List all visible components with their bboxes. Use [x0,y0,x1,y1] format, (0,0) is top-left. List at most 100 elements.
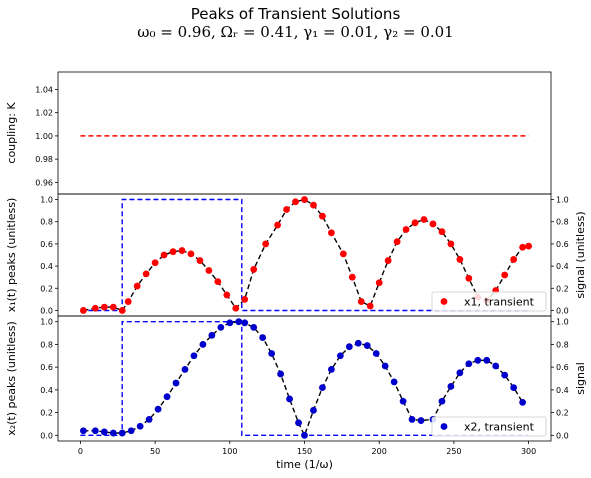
x2-ytick-right-label: 0.4 [556,386,569,395]
x2-ytick-right-label: 0.2 [556,409,569,418]
x1-ytick-label: 0.8 [40,218,53,227]
xtick-label: 250 [446,447,461,456]
chart-title: Peaks of Transient Solutions [190,5,401,23]
x2-ytick-right-label: 0.8 [556,340,569,349]
x2-ytick-right-label: 0.0 [556,431,569,440]
x2-point [190,352,198,360]
x1-point [420,216,428,223]
x2-point [217,323,225,331]
x2-point [510,384,518,391]
x2-point [259,334,267,341]
x2-point [345,343,353,351]
x1-point [133,282,141,290]
x1-point [124,298,132,305]
x1-point [142,270,150,278]
x1-point [375,279,383,287]
x1-signal-line [80,198,529,312]
x2-point [127,427,135,435]
x1-point [262,240,270,248]
x2-point [91,427,99,435]
x1-point [151,259,159,267]
coupling-ylabel: coupling: K [5,102,18,164]
chart-subtitle: ω₀ = 0.96, Ωᵣ = 0.41, γ₁ = 0.01, γ₂ = 0.… [137,23,454,41]
x2-point [268,350,276,357]
x1-ytick-right-label: 0.6 [556,240,569,249]
x2-point [456,369,464,377]
x2-point [100,428,108,436]
x2-point [327,366,335,373]
x2-ytick-label: 0.4 [40,386,53,395]
coupling-ytick-label: 1.00 [35,132,53,141]
x2-point [310,406,317,414]
x1-point [519,243,527,251]
x2-point [163,393,171,401]
x2-point [438,397,446,405]
x1-point [310,201,317,209]
x2-point [118,429,126,437]
x2-point [241,319,249,327]
x1-point [283,206,290,213]
x1-point [465,274,473,282]
x1-point [91,304,99,312]
x1-legend-marker [440,298,448,305]
coupling-axes-frame [57,71,552,195]
x1-ytick-right-label: 1.0 [556,196,569,205]
xtick-label: 0 [78,447,83,456]
x1-point [402,226,410,233]
x2-point [319,384,326,391]
x1-ytick-right-label: 0.4 [556,262,569,271]
x1-point [357,298,365,305]
x1-point [447,240,455,248]
x1-point [393,238,401,246]
x1-point [411,219,419,227]
x2-ylabel: x₂(t) peaks (unitless) [5,321,18,436]
x2-point [336,352,344,360]
x2-point [109,429,117,437]
x1-point [241,295,249,303]
x2-ytick-right-label: 1.0 [556,318,569,327]
x2-point [465,360,473,368]
x2-point [390,378,398,386]
x1-point [79,307,87,314]
x2-point [181,366,189,373]
x1-point [178,247,186,254]
x2-point [372,350,380,357]
x2-ytick-label: 0.2 [40,409,53,418]
x1-ytick-label: 0.6 [40,240,53,249]
x1-point [169,248,177,256]
x1-point [160,251,168,259]
x2-point [136,422,144,430]
xtick-label: 50 [150,447,160,456]
x2-point [447,383,455,390]
x1-point [456,256,464,263]
x1-ylabel-right: signal (unitless) [574,211,587,298]
x2-point [301,431,308,439]
x1-point [501,271,509,279]
x2-point [363,342,371,349]
x1-point [196,257,204,264]
xtick-label: 300 [521,447,536,456]
x1-point [223,291,231,299]
x2-point [399,397,407,405]
x1-point [205,267,213,274]
x1-point [100,303,108,311]
x1-point [348,273,356,281]
x2-point [172,379,180,387]
x2-point [381,362,389,370]
x2-ylabel-right: signal [574,362,587,395]
x1-point [384,257,392,264]
x1-ytick-right-label: 0.0 [556,306,569,315]
x1-point [109,303,117,311]
coupling-ytick-label: 1.04 [35,85,53,94]
x1-point [327,229,335,237]
x2-point [417,417,425,424]
x1-ytick-label: 0.2 [40,284,53,293]
x1-point [187,250,195,258]
x2-legend-marker [440,423,448,430]
x1-point [274,221,282,229]
xtick-label: 150 [297,447,312,456]
x2-point [519,398,527,406]
x2-point [235,318,243,326]
x2-point [199,341,207,348]
x2-point [483,356,491,364]
